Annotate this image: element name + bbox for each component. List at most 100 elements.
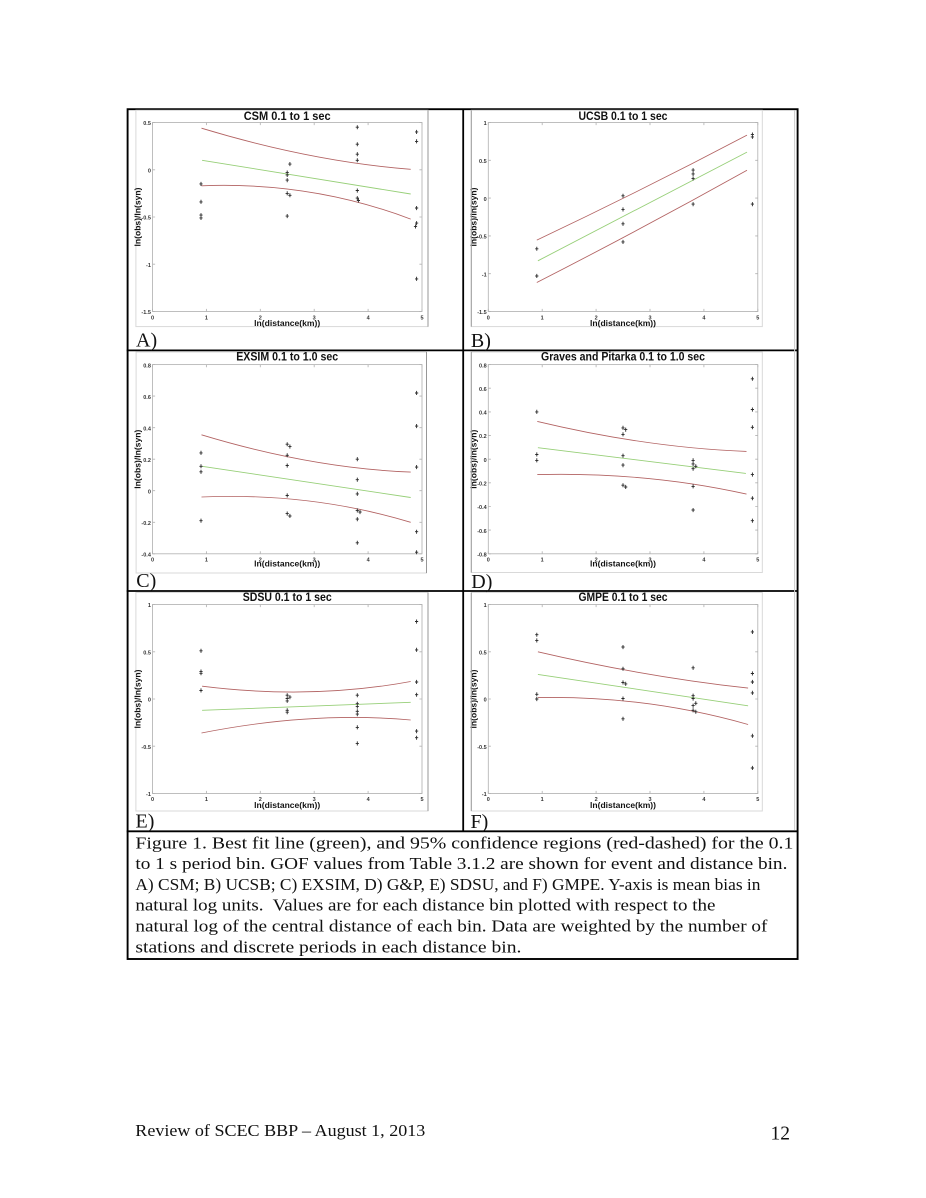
svg-text:1: 1 bbox=[541, 797, 544, 803]
svg-text:5: 5 bbox=[756, 558, 759, 564]
svg-text:1: 1 bbox=[205, 797, 208, 803]
svg-text:0: 0 bbox=[484, 698, 487, 704]
svg-text:2: 2 bbox=[259, 316, 262, 322]
svg-text:0.6: 0.6 bbox=[143, 395, 151, 401]
svg-text:2: 2 bbox=[259, 797, 262, 803]
svg-text:1: 1 bbox=[205, 316, 208, 322]
svg-text:natural log of the central dis: natural log of the central distance of e… bbox=[135, 917, 767, 936]
svg-text:4: 4 bbox=[367, 797, 371, 803]
svg-text:A): A) bbox=[136, 330, 157, 352]
svg-text:1: 1 bbox=[148, 603, 151, 609]
svg-text:0.2: 0.2 bbox=[479, 434, 487, 440]
svg-text:0: 0 bbox=[487, 797, 490, 803]
svg-text:B): B) bbox=[471, 330, 491, 352]
svg-text:5: 5 bbox=[756, 316, 759, 322]
svg-text:0.5: 0.5 bbox=[143, 651, 151, 657]
svg-text:0.5: 0.5 bbox=[479, 159, 487, 165]
svg-text:ln(distance(km)): ln(distance(km)) bbox=[254, 559, 320, 569]
svg-text:3: 3 bbox=[313, 316, 316, 322]
svg-text:0: 0 bbox=[151, 316, 154, 322]
svg-text:ln(distance(km)): ln(distance(km)) bbox=[590, 318, 656, 328]
svg-text:-1.5: -1.5 bbox=[141, 310, 150, 316]
svg-text:0: 0 bbox=[484, 458, 487, 464]
svg-text:3: 3 bbox=[648, 316, 651, 322]
svg-text:3: 3 bbox=[648, 797, 651, 803]
svg-text:2: 2 bbox=[595, 558, 598, 564]
svg-text:0: 0 bbox=[487, 558, 490, 564]
svg-text:0: 0 bbox=[151, 797, 154, 803]
svg-text:-0.6: -0.6 bbox=[477, 529, 486, 535]
svg-text:3: 3 bbox=[313, 797, 316, 803]
svg-text:12: 12 bbox=[771, 1124, 791, 1145]
svg-text:ln(obs)/ln(syn): ln(obs)/ln(syn) bbox=[134, 669, 143, 728]
svg-text:Review of SCEC BBP – August 1,: Review of SCEC BBP – August 1, 2013 bbox=[135, 1121, 425, 1140]
svg-text:0: 0 bbox=[148, 698, 151, 704]
svg-text:4: 4 bbox=[702, 316, 706, 322]
svg-text:5: 5 bbox=[420, 797, 423, 803]
svg-text:2: 2 bbox=[259, 558, 262, 564]
svg-text:E): E) bbox=[136, 810, 155, 832]
svg-text:2: 2 bbox=[595, 316, 598, 322]
svg-text:0.5: 0.5 bbox=[143, 121, 151, 127]
svg-text:ln(obs)/ln(syn): ln(obs)/ln(syn) bbox=[469, 669, 478, 728]
svg-text:5: 5 bbox=[756, 797, 759, 803]
svg-text:natural log units. Values are: natural log units. Values are for each d… bbox=[135, 896, 715, 915]
svg-text:-1: -1 bbox=[146, 792, 151, 798]
svg-text:3: 3 bbox=[648, 558, 651, 564]
svg-text:ln(obs)/ln(syn): ln(obs)/ln(syn) bbox=[134, 187, 143, 246]
svg-text:0.4: 0.4 bbox=[479, 411, 488, 417]
svg-text:-0.2: -0.2 bbox=[477, 482, 486, 488]
svg-text:1: 1 bbox=[541, 316, 544, 322]
svg-text:0.8: 0.8 bbox=[143, 363, 151, 369]
svg-text:C): C) bbox=[136, 570, 156, 592]
svg-text:ln(obs)/ln(syn): ln(obs)/ln(syn) bbox=[469, 187, 478, 246]
svg-text:-0.5: -0.5 bbox=[477, 235, 486, 241]
svg-text:4: 4 bbox=[367, 316, 371, 322]
svg-text:1: 1 bbox=[484, 603, 487, 609]
svg-text:4: 4 bbox=[367, 558, 371, 564]
svg-text:3: 3 bbox=[313, 558, 316, 564]
svg-text:-1.5: -1.5 bbox=[477, 310, 486, 316]
svg-text:-0.4: -0.4 bbox=[477, 505, 487, 511]
svg-text:-1: -1 bbox=[482, 792, 487, 798]
svg-text:0: 0 bbox=[148, 489, 151, 495]
svg-text:1: 1 bbox=[484, 121, 487, 127]
svg-text:5: 5 bbox=[420, 316, 423, 322]
svg-text:ln(distance(km)): ln(distance(km)) bbox=[590, 800, 656, 810]
svg-text:F): F) bbox=[471, 811, 489, 833]
svg-text:4: 4 bbox=[702, 558, 706, 564]
svg-text:Figure 1. Best fit line (green: Figure 1. Best fit line (green), and 95%… bbox=[135, 833, 793, 852]
svg-text:-0.8: -0.8 bbox=[477, 553, 486, 559]
svg-text:0: 0 bbox=[487, 316, 490, 322]
svg-text:5: 5 bbox=[420, 558, 423, 564]
svg-text:0.5: 0.5 bbox=[479, 651, 487, 657]
svg-text:0.6: 0.6 bbox=[479, 387, 487, 393]
svg-text:GMPE 0.1 to 1 sec: GMPE 0.1 to 1 sec bbox=[579, 592, 669, 604]
svg-text:stations and discrete periods: stations and discrete periods in each di… bbox=[135, 937, 521, 956]
svg-text:EXSIM 0.1 to 1.0 sec: EXSIM 0.1 to 1.0 sec bbox=[236, 352, 339, 364]
svg-text:-1: -1 bbox=[482, 272, 487, 278]
svg-text:4: 4 bbox=[702, 797, 706, 803]
svg-text:1: 1 bbox=[205, 558, 208, 564]
svg-text:ln(distance(km)): ln(distance(km)) bbox=[590, 559, 656, 569]
svg-text:SDSU 0.1 to 1 sec: SDSU 0.1 to 1 sec bbox=[243, 592, 333, 604]
svg-text:0: 0 bbox=[484, 197, 487, 203]
svg-text:ln(obs)/ln(syn): ln(obs)/ln(syn) bbox=[134, 429, 143, 488]
svg-text:-0.4: -0.4 bbox=[141, 553, 151, 559]
svg-text:D): D) bbox=[471, 571, 492, 593]
svg-text:-0.5: -0.5 bbox=[141, 745, 150, 751]
svg-text:Graves and Pitarka 0.1 to 1.0: Graves and Pitarka 0.1 to 1.0 sec bbox=[541, 352, 706, 364]
svg-text:CSM 0.1 to 1 sec: CSM 0.1 to 1 sec bbox=[244, 111, 332, 123]
svg-text:1: 1 bbox=[541, 558, 544, 564]
svg-text:-1: -1 bbox=[146, 263, 151, 269]
svg-text:A) CSM; B) UCSB; C) EXSIM, D): A) CSM; B) UCSB; C) EXSIM, D) G&P, E) SD… bbox=[135, 875, 761, 894]
svg-text:to 1 s period bin. GOF values: to 1 s period bin. GOF values from Table… bbox=[135, 854, 787, 873]
svg-text:ln(distance(km)): ln(distance(km)) bbox=[254, 800, 320, 810]
svg-text:-0.2: -0.2 bbox=[141, 521, 150, 527]
svg-text:0.2: 0.2 bbox=[143, 458, 151, 464]
svg-text:2: 2 bbox=[595, 797, 598, 803]
svg-text:0.4: 0.4 bbox=[143, 426, 152, 432]
svg-text:0.8: 0.8 bbox=[479, 363, 487, 369]
svg-text:-0.5: -0.5 bbox=[477, 745, 486, 751]
svg-text:ln(distance(km)): ln(distance(km)) bbox=[254, 318, 320, 328]
